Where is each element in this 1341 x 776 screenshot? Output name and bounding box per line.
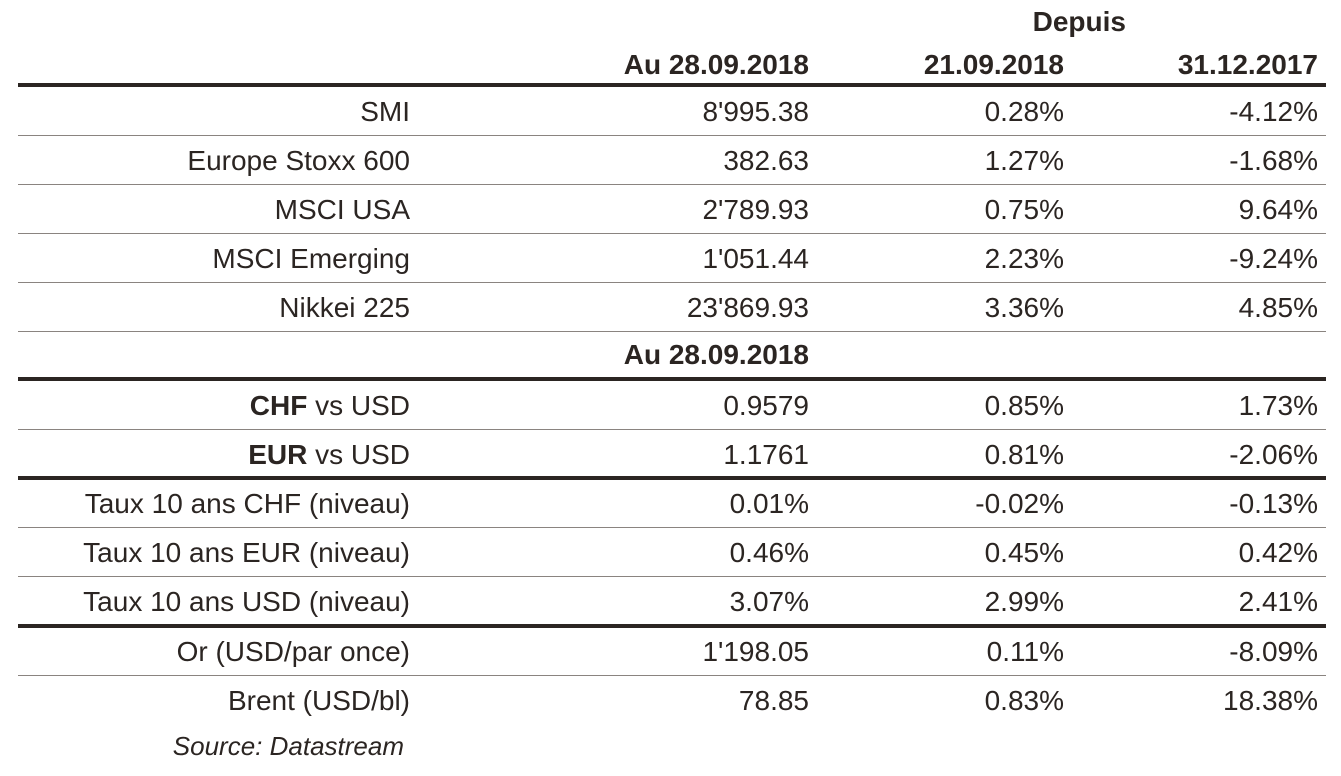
- row-week-change: 1.27%: [984, 145, 1064, 176]
- table-row: Nikkei 225 23'869.93 3.36% 4.85%: [18, 283, 1326, 332]
- table-row: MSCI Emerging 1'051.44 2.23% -9.24%: [18, 234, 1326, 283]
- row-divider: [18, 429, 1326, 430]
- row-ytd-change: 4.85%: [1238, 292, 1318, 323]
- table-row: CHF vs USD 0.9579 0.85% 1.73%: [18, 381, 1326, 430]
- row-week-change: 0.11%: [986, 636, 1064, 667]
- row-value: 382.63: [723, 145, 809, 176]
- row-value: 1'198.05: [702, 636, 809, 667]
- row-label: MSCI Emerging: [212, 243, 410, 274]
- currency-code: EUR: [248, 439, 308, 470]
- row-ytd-change: 18.38%: [1223, 685, 1318, 716]
- row-ytd-change: -1.68%: [1229, 145, 1318, 176]
- header-group-label: Depuis: [1032, 6, 1126, 37]
- row-label: SMI: [360, 96, 410, 127]
- table-row: Brent (USD/bl) 78.85 0.83% 18.38%: [18, 676, 1326, 725]
- row-ytd-change: -4.12%: [1229, 96, 1318, 127]
- row-week-change: -0.02%: [975, 488, 1064, 519]
- subheader-rule: [18, 377, 1326, 381]
- table-row: EUR vs USD 1.1761 0.81% -2.06%: [18, 430, 1326, 479]
- row-value: 1.1761: [723, 439, 809, 470]
- section-rule: [18, 624, 1326, 628]
- source-note: Source: Datastream: [172, 731, 404, 761]
- header-rule: [18, 83, 1326, 87]
- row-value: 0.01%: [729, 488, 809, 519]
- row-week-change: 0.85%: [984, 390, 1064, 421]
- row-value: 23'869.93: [686, 292, 809, 323]
- header-col-value: Au 28.09.2018: [623, 49, 809, 80]
- table-row: SMI 8'995.38 0.28% -4.12%: [18, 87, 1326, 136]
- row-ytd-change: -9.24%: [1229, 243, 1318, 274]
- row-ytd-change: -8.09%: [1229, 636, 1318, 667]
- row-divider: [18, 135, 1326, 136]
- row-label: CHF vs USD: [18, 381, 410, 430]
- table-row: Taux 10 ans CHF (niveau) 0.01% -0.02% -0…: [18, 479, 1326, 528]
- row-ytd-change: 1.73%: [1238, 390, 1318, 421]
- subheader-label: Au 28.09.2018: [623, 339, 809, 370]
- row-divider: [18, 282, 1326, 283]
- table-row: Or (USD/par once) 1'198.05 0.11% -8.09%: [18, 627, 1326, 676]
- row-ytd-change: 0.42%: [1238, 537, 1318, 568]
- section-rule: [18, 476, 1326, 480]
- row-value: 8'995.38: [702, 96, 809, 127]
- row-label: Or (USD/par once): [176, 636, 410, 667]
- subheader-row: Au 28.09.2018: [18, 332, 1326, 377]
- row-value: 3.07%: [729, 586, 809, 617]
- row-week-change: 0.83%: [984, 685, 1064, 716]
- row-divider: [18, 576, 1326, 577]
- row-label: Taux 10 ans EUR (niveau): [83, 537, 410, 568]
- row-ytd-change: 2.41%: [1238, 586, 1318, 617]
- table-row: Taux 10 ans EUR (niveau) 0.46% 0.45% 0.4…: [18, 528, 1326, 577]
- row-label: Taux 10 ans CHF (niveau): [84, 488, 410, 519]
- table-row: Europe Stoxx 600 382.63 1.27% -1.68%: [18, 136, 1326, 185]
- row-label: Nikkei 225: [279, 292, 410, 323]
- row-week-change: 3.36%: [984, 292, 1064, 323]
- table-row: MSCI USA 2'789.93 0.75% 9.64%: [18, 185, 1326, 234]
- row-divider: [18, 527, 1326, 528]
- row-week-change: 2.23%: [984, 243, 1064, 274]
- row-week-change: 0.45%: [984, 537, 1064, 568]
- row-label: Brent (USD/bl): [227, 685, 410, 716]
- row-value: 1'051.44: [702, 243, 809, 274]
- row-ytd-change: -2.06%: [1229, 439, 1318, 470]
- header-col-week: 21.09.2018: [923, 49, 1064, 80]
- row-week-change: 0.28%: [984, 96, 1064, 127]
- table-row: Taux 10 ans USD (niveau) 3.07% 2.99% 2.4…: [18, 577, 1326, 626]
- row-week-change: 2.99%: [984, 586, 1064, 617]
- row-value: 78.85: [738, 685, 809, 716]
- row-value: 0.46%: [729, 537, 809, 568]
- row-label: Europe Stoxx 600: [187, 145, 410, 176]
- row-label: MSCI USA: [274, 194, 410, 225]
- row-week-change: 0.81%: [984, 439, 1064, 470]
- row-label: EUR vs USD: [18, 430, 410, 479]
- currency-pair-rest: vs USD: [307, 390, 410, 421]
- row-ytd-change: -0.13%: [1229, 488, 1318, 519]
- row-divider: [18, 233, 1326, 234]
- row-week-change: 0.75%: [984, 194, 1064, 225]
- row-value: 0.9579: [723, 390, 809, 421]
- row-ytd-change: 9.64%: [1238, 194, 1318, 225]
- row-divider: [18, 675, 1326, 676]
- row-label: Taux 10 ans USD (niveau): [83, 586, 410, 617]
- row-divider: [18, 331, 1326, 332]
- header-col-ytd: 31.12.2017: [1177, 49, 1318, 80]
- currency-pair-rest: vs USD: [307, 439, 410, 470]
- row-divider: [18, 184, 1326, 185]
- row-value: 2'789.93: [702, 194, 809, 225]
- currency-code: CHF: [249, 390, 308, 421]
